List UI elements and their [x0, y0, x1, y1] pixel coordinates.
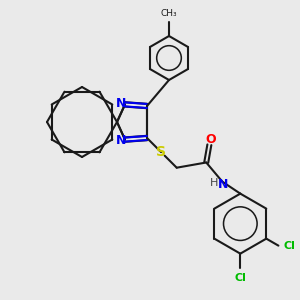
- Text: S: S: [156, 145, 166, 159]
- Text: O: O: [205, 133, 216, 146]
- Text: Cl: Cl: [284, 241, 295, 250]
- Text: N: N: [218, 178, 229, 191]
- Text: CH₃: CH₃: [161, 9, 177, 18]
- Text: H: H: [210, 178, 218, 188]
- Text: N: N: [116, 134, 126, 147]
- Text: Cl: Cl: [234, 273, 246, 283]
- Text: N: N: [116, 97, 126, 110]
